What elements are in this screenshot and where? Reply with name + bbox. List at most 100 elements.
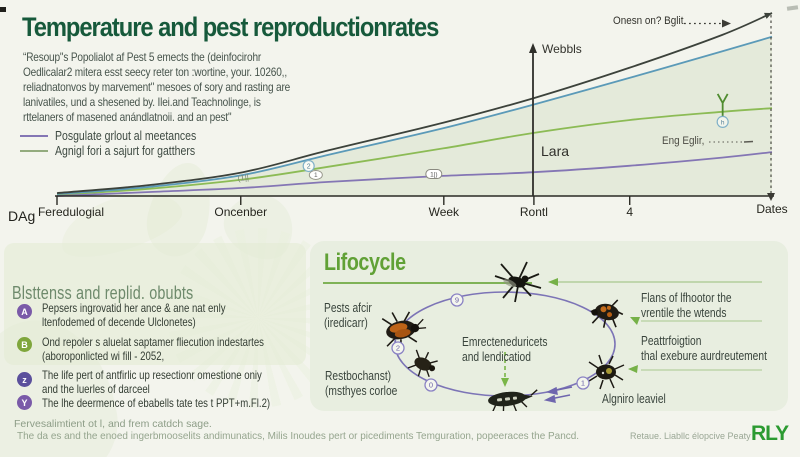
label-line: (iredicarr) <box>324 315 368 330</box>
fly-icon <box>494 261 542 303</box>
list-item-line: The lhe deermence of ebabells tate tes t… <box>42 396 271 410</box>
leader-right-mid <box>628 365 762 373</box>
lifecycle-label: Pests afcir (iredicarr) <box>324 301 372 330</box>
subtitle-line: reliadnatonvos by marvement" mesoes of s… <box>23 80 291 94</box>
label-line: Pests afcir <box>324 301 372 315</box>
right-label: Eng Eglir, <box>662 135 705 147</box>
lifecycle-diagram: 9 2 0 1 <box>323 261 762 413</box>
list-item: The life pert of antfirlic up resectionr… <box>42 368 262 396</box>
marker-label: h <box>721 119 725 126</box>
beetle-icon <box>381 311 427 350</box>
label-line: Peattrfoigtion <box>641 334 702 348</box>
label-line: (msthyes corloe <box>325 383 398 398</box>
mite-icon <box>588 354 625 390</box>
chart-legend: Posgulate grlout al meetances Agnigl for… <box>20 128 223 158</box>
data-marker-circle <box>716 115 729 128</box>
cycle-step-label: 0 <box>429 381 433 390</box>
nymph-icon <box>407 349 438 378</box>
label-line: and lendicatiod <box>462 349 531 364</box>
lifecycle-label: Emrecteneduricets and lendicatiod <box>462 335 547 364</box>
cycle-direction-arrows <box>543 386 573 403</box>
series-line-upper-curve <box>56 35 773 195</box>
list-item-line: Pepsers ingrovatid her ance & ane nat en… <box>42 301 226 315</box>
list-item: Pepsers ingrovatid her ance & ane nat en… <box>42 301 226 329</box>
cycle-step-label: 9 <box>455 296 459 305</box>
subtitle: “Resoup"s Popolialot af Pest 5 emects th… <box>23 50 290 125</box>
dotted-arrow <box>684 19 731 28</box>
trend-arrowhead <box>764 12 772 19</box>
leader-to-fly <box>548 278 762 286</box>
list-item: Ond repoler s aluelat saptamer fliecutio… <box>42 335 264 363</box>
list-background-band <box>4 243 306 365</box>
brand-logo: RLY <box>751 422 789 445</box>
x-tick-label: Rontl <box>520 205 548 219</box>
cycle-step-marker <box>576 376 590 390</box>
vertical-reference-line <box>529 43 537 196</box>
list-item-line: The life pert of antfirlic up resectionr… <box>42 368 262 382</box>
mid-label: Lara <box>541 143 570 159</box>
dates-dotted-line <box>767 15 775 201</box>
list-item-line: (aboroponlicted wi fill - 2052, <box>42 349 165 363</box>
x-tick-label: Feredulogial <box>38 205 104 219</box>
badge-b: B <box>17 337 32 352</box>
data-marker-circle <box>302 159 315 173</box>
data-marker-pill <box>425 169 443 180</box>
credit-text: Retaue. Liabllc élopcive Peaty <box>630 431 751 441</box>
cycle-step-marker <box>391 341 405 355</box>
subtitle-line: Oedlicalar2 mitera esst seecy reter ton … <box>23 65 287 79</box>
beetle-icon <box>590 299 624 328</box>
label-line: Flans of lfhootor the <box>641 291 732 305</box>
cycle-step-label: 2 <box>396 344 400 353</box>
legend-label: Posgulate grlout al meetances <box>55 128 197 143</box>
list-item-line: Ond repoler s aluelat saptamer fliecutio… <box>42 335 264 349</box>
x-tick-label: Oncenber <box>214 205 267 219</box>
page-title: Temperature and pest reproductionrates <box>22 12 439 42</box>
chart-area-fill <box>57 36 772 196</box>
x-tick-label: Week <box>429 205 460 219</box>
y-glyph-marker <box>716 93 729 117</box>
growth-chart: Feredulogial Oncenber Week Rontl 4 Dates (1|| 2… <box>38 12 788 219</box>
axis-corner-label: DAg <box>8 208 36 224</box>
label-line: Emrecteneduricets <box>462 335 548 349</box>
footnote-line: Fervesalimtient ot l, and frem catdch sa… <box>14 418 212 430</box>
list-item: The lhe deermence of ebabells tate tes t… <box>42 396 270 410</box>
badge-z: z <box>17 372 32 387</box>
label-line: thal exebure aurdreutement <box>641 348 767 363</box>
vline-label: Webbls <box>542 42 582 56</box>
marker-scribble: (1|| <box>237 173 249 183</box>
lifecycle-label: Restbochanst) (msthyes corloe <box>325 369 397 398</box>
subtitle-line: rttelaners of masened anándlatnoii. and … <box>23 110 232 124</box>
lifecycle-title: Lifocycle <box>324 249 406 276</box>
dotted-leader <box>709 140 754 143</box>
marker-label: 1 <box>314 172 318 179</box>
marker-label: 1|) <box>430 171 437 178</box>
legend-item: Posgulate grlout al meetances <box>20 128 223 143</box>
legend-label: Agnigl fori a sajurt for gatthers <box>55 143 196 158</box>
footnote-line: The da es and the enoed ingerbmooselits … <box>17 430 580 442</box>
lifecycle-label: Peattrfoigtion thal exebure aurdreutemen… <box>641 334 767 363</box>
cycle-step-marker <box>424 378 438 392</box>
marker-label: 2 <box>307 163 311 170</box>
subtitle-line: “Resoup"s Popolialot af Pest 5 emects th… <box>23 50 262 64</box>
top-right-label: Onesn on? Bglit <box>613 15 684 27</box>
cycle-step-marker <box>450 293 464 307</box>
artifact-mark <box>0 7 6 12</box>
cycle-step-label: 1 <box>581 379 585 388</box>
subtitle-line: lanivatiles, und a shesened by. Ilei.and… <box>23 95 261 109</box>
series-line-Agnigl fori a sajurt for gatthers <box>56 107 773 196</box>
legend-swatch-purple <box>20 134 48 137</box>
legend-item: Agnigl fori a sajurt for gatthers <box>20 143 223 158</box>
series-line-trend-arrow <box>56 12 773 194</box>
down-arrow <box>501 352 509 387</box>
list-item-line: and the luerles of darceel <box>42 382 150 396</box>
lifecycle-panel: 9 2 0 1 Lifocycle Pests afcir (iredicarr) E… <box>310 241 788 413</box>
x-tick-label: Dates <box>756 202 787 216</box>
data-marker-oval <box>308 169 323 180</box>
list-heading: Blsttenss and replid. obubts <box>12 283 194 303</box>
lifecycle-label: Algniro leaviel <box>602 392 666 406</box>
lifecycle-label: Flans of lfhootor the vrentile the wtend… <box>641 291 732 320</box>
larva-icon <box>488 389 538 413</box>
leader-right-top <box>630 317 762 325</box>
badge-y: Y <box>17 395 32 410</box>
badge-a: A <box>17 304 32 319</box>
